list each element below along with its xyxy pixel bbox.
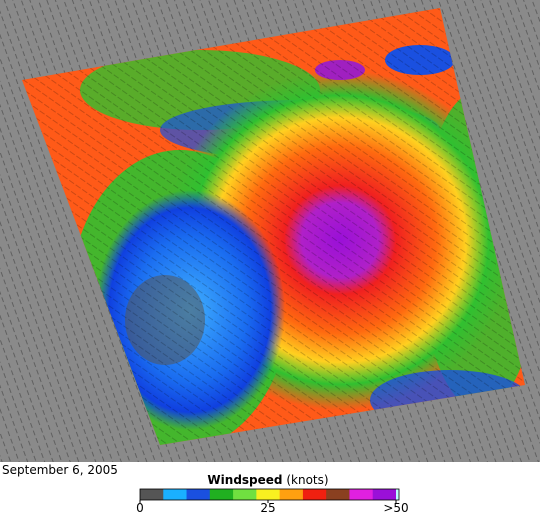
colorbar-segment <box>209 489 234 500</box>
colorbar-segment <box>372 489 397 500</box>
legend-title: Windspeed (knots) <box>207 473 328 487</box>
colorbar-segment <box>163 489 188 500</box>
legend-title-main: Windspeed <box>207 473 282 487</box>
colorbar-segment <box>233 489 257 500</box>
legend-unit: (knots) <box>286 473 328 487</box>
colorbar-tick-label: >50 <box>383 501 408 515</box>
colorbar-segment <box>326 489 350 500</box>
colorbar-segment <box>140 489 164 500</box>
colorbar-tick-label: 25 <box>260 501 275 515</box>
colorbar-segment <box>186 489 211 500</box>
colorbar-tick-label: 0 <box>136 501 144 515</box>
colorbar-segment <box>279 489 304 500</box>
colorbar-frame <box>139 488 400 501</box>
colorbar: 0 25 >50 <box>136 488 409 515</box>
colorbar-end <box>396 489 399 500</box>
colorbar-segment <box>349 489 374 500</box>
colorbar-segment <box>256 489 281 500</box>
colorbar-segment <box>302 489 327 500</box>
date-caption: September 6, 2005 <box>2 463 118 477</box>
